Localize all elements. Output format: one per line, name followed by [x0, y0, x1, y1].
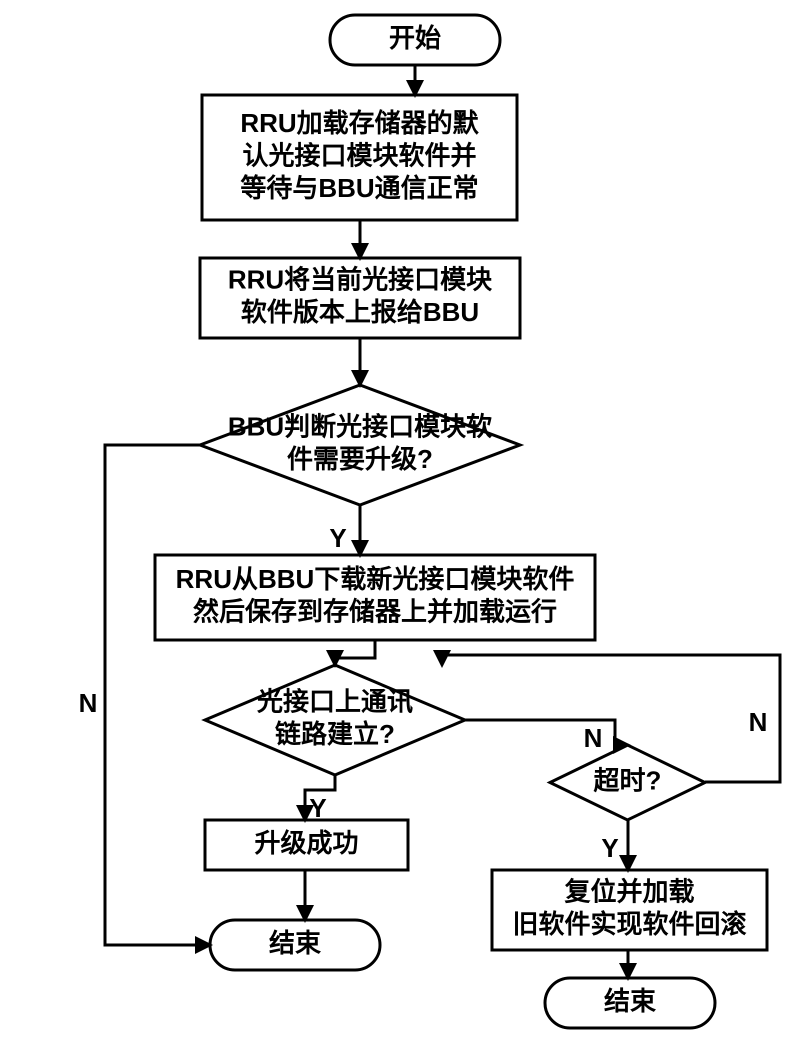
edge-label-5: Y: [309, 793, 326, 823]
flowchart: 开始 RRU加载存储器的默认光接口模块软件并等待与BBU通信正常 RRU将当前光接口…: [0, 0, 800, 1052]
svg-text:RRU加载存储器的默认光接口模块软件并等待与BBU通信正常: RRU加载存储器的默认光接口模块软件并等待与BBU通信正常: [240, 108, 479, 203]
svg-text:BBU判断光接口模块软件需要升级?: BBU判断光接口模块软件需要升级?: [228, 412, 492, 475]
svg-text:升级成功: 升级成功: [254, 828, 358, 858]
edge-label-9: Y: [601, 833, 618, 863]
edge-label-8: N: [584, 723, 603, 753]
svg-text:结束: 结束: [604, 986, 657, 1016]
node-p1: RRU加载存储器的默认光接口模块软件并等待与BBU通信正常: [202, 95, 517, 220]
node-p2: RRU将当前光接口模块软件版本上报给BBU: [200, 258, 520, 338]
edge-7: [105, 445, 210, 945]
svg-text:超时?: 超时?: [594, 765, 662, 795]
svg-text:光接口上通讯链路建立?: 光接口上通讯链路建立?: [256, 687, 413, 750]
edge-8: [465, 720, 628, 745]
node-d1: BBU判断光接口模块软件需要升级?: [200, 385, 520, 505]
edge-label-11: N: [749, 707, 768, 737]
edge-label-7: N: [79, 688, 98, 718]
svg-text:RRU将当前光接口模块软件版本上报给BBU: RRU将当前光接口模块软件版本上报给BBU: [228, 265, 492, 328]
svg-text:开始: 开始: [389, 23, 441, 53]
node-p5: 复位并加载旧软件实现软件回滚: [492, 870, 767, 950]
node-p4: 升级成功: [205, 820, 408, 870]
edge-4: [335, 640, 375, 665]
svg-text:RRU从BBU下载新光接口模块软件然后保存到存储器上并加载运: RRU从BBU下载新光接口模块软件然后保存到存储器上并加载运行: [176, 564, 575, 627]
node-start: 开始: [330, 15, 500, 65]
node-p3: RRU从BBU下载新光接口模块软件然后保存到存储器上并加载运行: [155, 555, 595, 640]
node-end1: 结束: [210, 920, 380, 970]
svg-text:复位并加载旧软件实现软件回滚: 复位并加载旧软件实现软件回滚: [512, 877, 746, 940]
edge-label-3: Y: [329, 523, 346, 553]
svg-text:结束: 结束: [269, 928, 322, 958]
node-end2: 结束: [545, 978, 715, 1028]
node-d3: 超时?: [550, 745, 705, 820]
node-d2: 光接口上通讯链路建立?: [205, 665, 465, 775]
